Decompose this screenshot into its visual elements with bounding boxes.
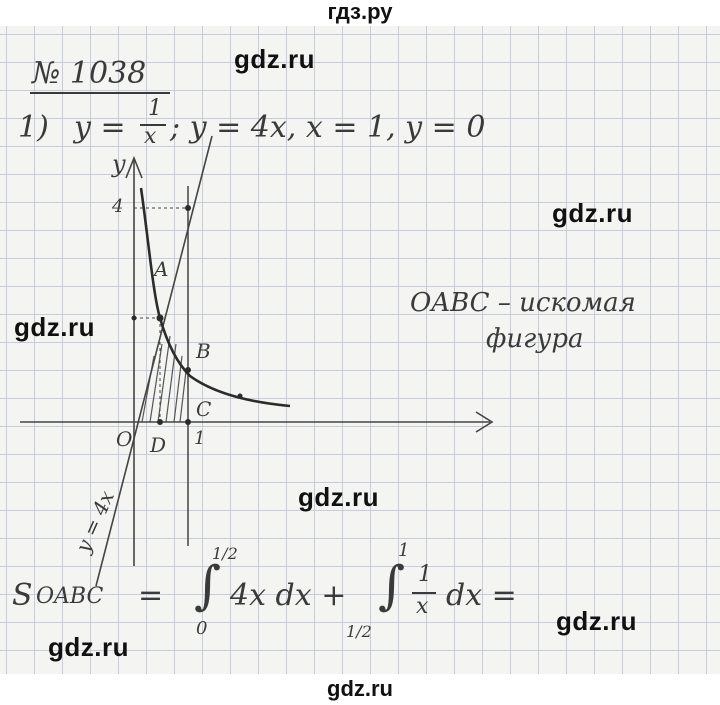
condition-y: y = (74, 110, 126, 145)
watermark: gdz.ru (14, 312, 95, 342)
integral-2-upper: 1 (398, 540, 410, 561)
integrand-1: 4x dx + (230, 578, 347, 613)
integral-1-upper: 1/2 (212, 544, 238, 563)
site-footer: gdz.ru (0, 674, 720, 705)
integrand-2-fraction-bar (412, 592, 436, 594)
note-line-1: OABC – искомая (410, 288, 636, 318)
point-c (185, 419, 191, 425)
integrand-2-denominator: x (416, 594, 429, 619)
integral-1-lower: 0 (196, 618, 208, 639)
integrand-2-numerator: 1 (418, 562, 432, 587)
problem-number: № 1038 (32, 56, 147, 91)
y-axis-label: y (111, 150, 126, 178)
watermark: gdz.ru (556, 606, 637, 636)
watermark: gdz.ru (298, 482, 379, 512)
graph: y 4 A B C O D 1 y = 4x (20, 135, 494, 587)
formula-subscript: OABC (36, 584, 104, 609)
watermark: gdz.ru (48, 632, 129, 662)
condition-fraction-bar (140, 124, 166, 126)
label-one: 1 (194, 428, 205, 449)
condition-rest: ; y = 4x, x = 1, y = 0 (170, 110, 486, 145)
point-y-axis (131, 315, 137, 321)
hyperbola-curve (139, 187, 291, 408)
integral-2-sign: ∫ (378, 556, 406, 616)
y-axis-arrow (125, 155, 143, 179)
problem-number-underline (30, 92, 170, 94)
x-axis-arrow (475, 411, 494, 433)
label-b: B (195, 339, 211, 363)
line-y-equals-4x (95, 135, 213, 587)
line-label: y = 4x (70, 487, 119, 557)
point-b (185, 367, 191, 373)
part-label: 1) (18, 110, 49, 145)
condition-fraction-denominator: x (144, 124, 157, 149)
point-d (157, 419, 163, 425)
note-line-2: фигура (486, 324, 584, 354)
point-a (156, 314, 164, 322)
label-d: D (149, 433, 166, 457)
watermark: gdz.ru (234, 44, 315, 74)
formula-equals: = (138, 578, 164, 613)
condition-fraction-numerator: 1 (148, 96, 162, 121)
label-c: C (196, 397, 211, 421)
point-top (185, 205, 191, 211)
y-tick-label: 4 (111, 196, 123, 217)
integral-2-lower: 1/2 (346, 622, 372, 641)
point-curve (237, 393, 243, 399)
site-header: гдз.ру (0, 0, 720, 26)
integral-1-sign: ∫ (194, 556, 222, 616)
watermark: gdz.ru (552, 198, 633, 228)
label-a: A (152, 257, 168, 281)
label-o: O (116, 427, 132, 451)
formula-s: S (12, 578, 33, 613)
notebook-page: gdz.ru gdz.ru gdz.ru gdz.ru gdz.ru gdz.r… (0, 26, 720, 674)
integrand-2-tail: dx = (446, 578, 517, 613)
